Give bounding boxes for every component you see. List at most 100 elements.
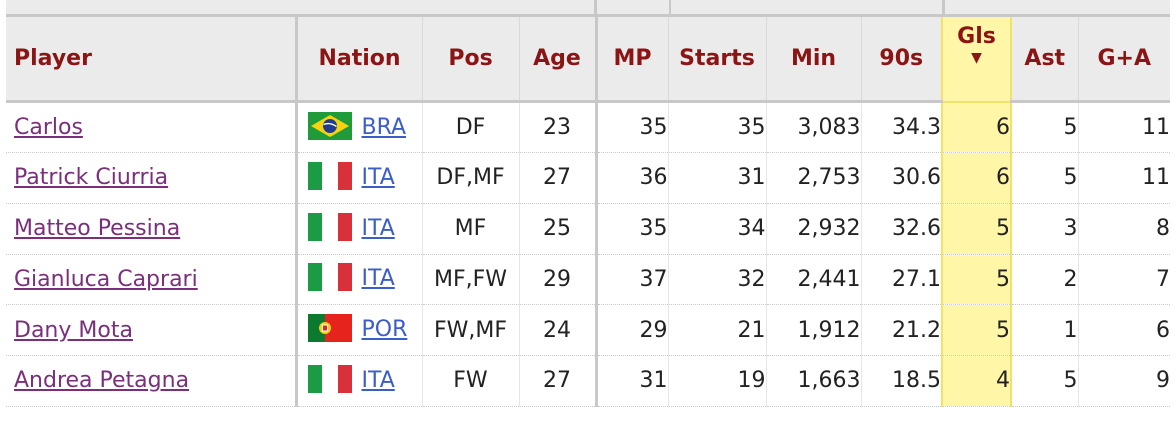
- nation-link[interactable]: ITA: [361, 164, 395, 190]
- column-group-header-band: [6, 0, 1170, 14]
- gls-cell: 5: [941, 304, 1012, 356]
- age-cell: 27: [518, 152, 596, 204]
- player-cell: Patrick Ciurria: [6, 152, 296, 204]
- mp-cell: 31: [594, 355, 668, 407]
- nation-cell: ITA: [294, 152, 422, 204]
- starts-cell: 21: [667, 304, 766, 356]
- player-link[interactable]: Gianluca Caprari: [14, 266, 198, 292]
- player-link[interactable]: Dany Mota: [14, 317, 133, 343]
- gls-cell: 6: [941, 152, 1012, 204]
- group-divider: [594, 0, 597, 14]
- player-link[interactable]: Patrick Ciurria: [14, 165, 169, 191]
- column-header-mp[interactable]: MP: [594, 14, 668, 103]
- player-link[interactable]: Andrea Petagna: [14, 368, 190, 394]
- column-header-gls-label: Gls: [957, 24, 996, 49]
- pos-cell: DF: [421, 101, 519, 153]
- nation-link[interactable]: BRA: [361, 114, 407, 140]
- 90s-cell: 30.6: [860, 152, 942, 204]
- column-header-90s[interactable]: 90s: [860, 14, 942, 103]
- pos-cell: MF: [421, 203, 519, 255]
- portugal-flag-icon: [307, 314, 352, 342]
- gls-cell: 5: [941, 203, 1012, 255]
- 90s-cell: 34.3: [860, 101, 942, 153]
- player-cell: Gianluca Caprari: [6, 254, 296, 305]
- min-cell: 2,753: [765, 152, 861, 204]
- table-row: Carlos BRA DF 23 35 35 3,083 34.3 6 5 11: [6, 101, 1170, 153]
- column-header-nation[interactable]: Nation: [294, 14, 422, 103]
- table-row: Andrea Petagna ITA FW 27 31 19 1,663 18.5 4 5 9: [6, 355, 1170, 407]
- group-divider: [942, 0, 945, 14]
- nation-cell: POR: [294, 304, 422, 356]
- mp-cell: 35: [594, 101, 668, 153]
- age-cell: 29: [518, 254, 596, 305]
- starts-cell: 31: [667, 152, 766, 204]
- nation-cell: ITA: [294, 254, 422, 305]
- min-cell: 2,441: [765, 254, 861, 305]
- gls-cell: 4: [941, 355, 1012, 407]
- italy-flag-icon: [307, 364, 352, 393]
- min-cell: 2,932: [765, 203, 861, 255]
- starts-cell: 19: [667, 355, 766, 407]
- player-link[interactable]: Matteo Pessina: [14, 216, 181, 241]
- pos-cell: FW: [421, 355, 519, 407]
- column-header-ast[interactable]: Ast: [1010, 14, 1078, 103]
- nation-cell: BRA: [294, 101, 422, 153]
- player-cell: Andrea Petagna: [6, 355, 296, 407]
- column-header-gls[interactable]: Gls ▼: [941, 14, 1012, 103]
- table-header-row: Player Nation Pos Age MP Starts Min 90s …: [6, 14, 1170, 103]
- min-cell: 1,912: [765, 304, 861, 356]
- age-cell: 23: [518, 101, 596, 153]
- 90s-cell: 27.1: [860, 254, 942, 305]
- starts-cell: 34: [667, 203, 766, 255]
- ast-cell: 3: [1010, 203, 1078, 255]
- mp-cell: 37: [594, 254, 668, 305]
- ga-cell: 11: [1077, 152, 1170, 204]
- nation-link[interactable]: ITA: [361, 266, 395, 292]
- ast-cell: 1: [1010, 304, 1078, 356]
- pos-cell: FW,MF: [421, 304, 519, 356]
- player-cell: Carlos: [6, 101, 296, 153]
- gls-cell: 6: [941, 101, 1012, 153]
- nation-cell: ITA: [294, 203, 422, 255]
- mp-cell: 36: [594, 152, 668, 204]
- ga-cell: 11: [1077, 101, 1170, 153]
- ast-cell: 2: [1010, 254, 1078, 305]
- starts-cell: 32: [667, 254, 766, 305]
- nation-link[interactable]: ITA: [361, 215, 395, 241]
- age-cell: 25: [518, 203, 596, 255]
- table-row: Gianluca Caprari ITA MF,FW 29 37 32 2,441 27.1 5…: [6, 254, 1170, 305]
- table-row: Matteo Pessina ITA MF 25 35 34 2,932 32.6 5 3 8: [6, 203, 1170, 255]
- age-cell: 24: [518, 304, 596, 356]
- age-cell: 27: [518, 355, 596, 407]
- 90s-cell: 21.2: [860, 304, 942, 356]
- ast-cell: 5: [1010, 152, 1078, 204]
- italy-flag-icon: [307, 161, 352, 190]
- ga-cell: 6: [1077, 304, 1170, 356]
- nation-cell: ITA: [294, 355, 422, 407]
- ga-cell: 7: [1077, 254, 1170, 305]
- ast-cell: 5: [1010, 355, 1078, 407]
- italy-flag-icon: [307, 212, 352, 241]
- ga-cell: 9: [1077, 355, 1170, 407]
- column-header-min[interactable]: Min: [765, 14, 861, 103]
- nation-link[interactable]: ITA: [361, 367, 395, 393]
- pos-cell: MF,FW: [421, 254, 519, 305]
- starts-cell: 35: [667, 101, 766, 153]
- table-row: Dany Mota POR FW,MF 24 29 21 1,912 21.2 5 1 6: [6, 304, 1170, 356]
- ga-cell: 8: [1077, 203, 1170, 255]
- column-header-ga[interactable]: G+A: [1077, 14, 1170, 103]
- column-header-age[interactable]: Age: [518, 14, 596, 103]
- column-header-pos[interactable]: Pos: [421, 14, 519, 103]
- ast-cell: 5: [1010, 101, 1078, 153]
- gls-cell: 5: [941, 254, 1012, 305]
- column-header-player[interactable]: Player: [6, 14, 296, 103]
- nation-link[interactable]: POR: [361, 317, 408, 342]
- min-cell: 3,083: [765, 101, 861, 153]
- 90s-cell: 32.6: [860, 203, 942, 255]
- table-row: Patrick Ciurria ITA DF,MF 27 36 31 2,753 30.6 6 5…: [6, 152, 1170, 204]
- player-cell: Dany Mota: [6, 304, 296, 356]
- sort-descending-icon: ▼: [971, 50, 982, 67]
- player-stats-table: Player Nation Pos Age MP Starts Min 90s …: [6, 14, 1170, 407]
- player-link[interactable]: Carlos: [14, 115, 83, 140]
- column-header-starts[interactable]: Starts: [667, 14, 766, 103]
